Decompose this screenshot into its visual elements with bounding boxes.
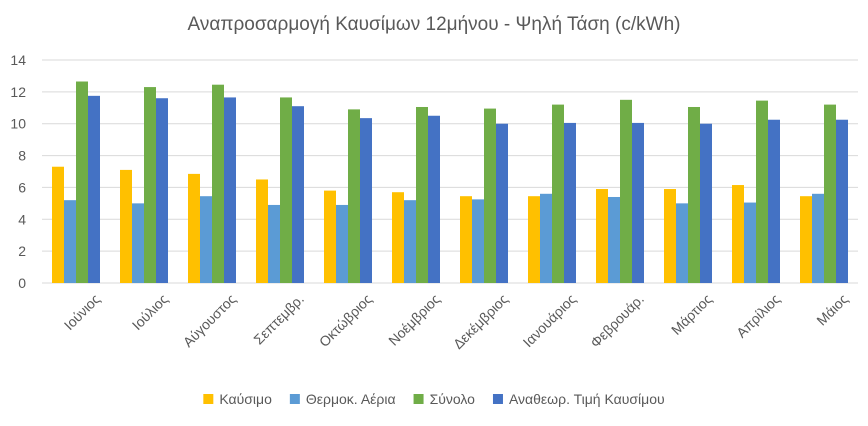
bar — [324, 190, 336, 283]
bar — [620, 99, 632, 283]
bar — [496, 123, 508, 283]
bar — [460, 196, 472, 283]
y-tick-label: 14 — [10, 52, 26, 68]
bar — [744, 202, 756, 283]
legend-swatch — [203, 394, 214, 404]
bar — [200, 196, 212, 283]
bar — [120, 169, 132, 283]
x-tick-label: Δεκέμβριος — [450, 291, 511, 352]
x-tick-label: Ιούλιος — [129, 291, 172, 334]
bar — [156, 98, 168, 283]
x-axis-ticks: Ιούνιος Ιούλιος Αύγουστος Σεπτεμβρ. Οκτώβριο… — [61, 291, 852, 352]
bar — [836, 119, 848, 283]
x-tick-label: Οκτώβριος — [316, 291, 375, 350]
x-tick-label: Απρίλιος — [733, 291, 783, 341]
bar — [348, 109, 360, 283]
x-tick-label: Μάρτιος — [668, 291, 715, 338]
y-tick-label: 6 — [18, 179, 26, 195]
legend-label: Καύσιμο — [219, 391, 272, 407]
bar — [484, 108, 496, 283]
bar — [416, 106, 428, 283]
legend: Καύσιμο Θερμοκ. Αέρια Σύνολο Αναθεωρ. Τιμή … — [203, 391, 665, 407]
legend-item: Θερμοκ. Αέρια — [289, 391, 396, 407]
legend-swatch — [289, 394, 300, 404]
bars — [52, 81, 848, 284]
bar — [428, 115, 440, 283]
x-tick-label: Αύγουστος — [180, 291, 240, 351]
bar — [800, 196, 812, 283]
bar — [632, 122, 644, 284]
x-tick-label: Νοέμβριος — [385, 291, 443, 349]
legend-swatch — [492, 394, 503, 404]
legend-label: Θερμοκ. Αέρια — [306, 391, 396, 407]
y-tick-label: 12 — [10, 84, 26, 100]
gridlines — [42, 59, 858, 284]
bar — [540, 193, 552, 283]
y-tick-label: 4 — [18, 211, 26, 227]
y-axis-ticks: 0 2 4 6 8 10 12 14 — [10, 52, 26, 291]
bar — [768, 119, 780, 283]
bar — [292, 106, 304, 283]
bar — [824, 104, 836, 283]
x-tick-label: Φεβρουάρ. — [587, 291, 647, 351]
legend-item: Σύνολο — [413, 391, 476, 407]
y-tick-label: 0 — [18, 275, 26, 291]
bar — [224, 97, 236, 283]
x-tick-label: Σεπτεμβρ. — [250, 291, 307, 348]
bar — [144, 87, 156, 283]
bar — [404, 200, 416, 283]
bar — [608, 196, 620, 283]
legend-item: Καύσιμο — [203, 391, 272, 407]
bar — [664, 189, 676, 283]
x-tick-label: Μάιος — [813, 291, 851, 329]
x-tick-label: Ιανουάριος — [520, 291, 580, 351]
chart-title: Αναπροσαρμογή Καυσίμων 12μήνου - Ψηλή Τά… — [188, 14, 681, 35]
bar — [732, 185, 744, 283]
bar — [256, 179, 268, 283]
bar — [52, 166, 64, 283]
bar — [552, 104, 564, 283]
bar — [688, 106, 700, 283]
bar — [336, 204, 348, 283]
legend-swatch — [413, 394, 424, 404]
bar — [88, 95, 100, 283]
bar — [64, 200, 76, 283]
y-tick-label: 2 — [18, 243, 26, 259]
bar — [188, 173, 200, 283]
bar — [596, 189, 608, 283]
legend-label: Αναθεωρ. Τιμή Καυσίμου — [509, 391, 665, 407]
bar — [212, 84, 224, 283]
x-tick-label: Ιούνιος — [61, 291, 104, 334]
legend-item: Αναθεωρ. Τιμή Καυσίμου — [492, 391, 665, 407]
legend-label: Σύνολο — [430, 391, 476, 407]
bar — [472, 199, 484, 283]
bar — [360, 118, 372, 283]
bar — [756, 100, 768, 283]
bar — [528, 196, 540, 283]
bar — [676, 203, 688, 283]
bar — [76, 81, 88, 283]
bar — [268, 204, 280, 283]
bar — [280, 97, 292, 283]
bar — [812, 193, 824, 283]
bar — [700, 123, 712, 283]
bar — [564, 122, 576, 284]
y-tick-label: 8 — [18, 148, 26, 164]
bar — [132, 203, 144, 283]
bar — [392, 192, 404, 283]
y-tick-label: 10 — [10, 116, 26, 132]
